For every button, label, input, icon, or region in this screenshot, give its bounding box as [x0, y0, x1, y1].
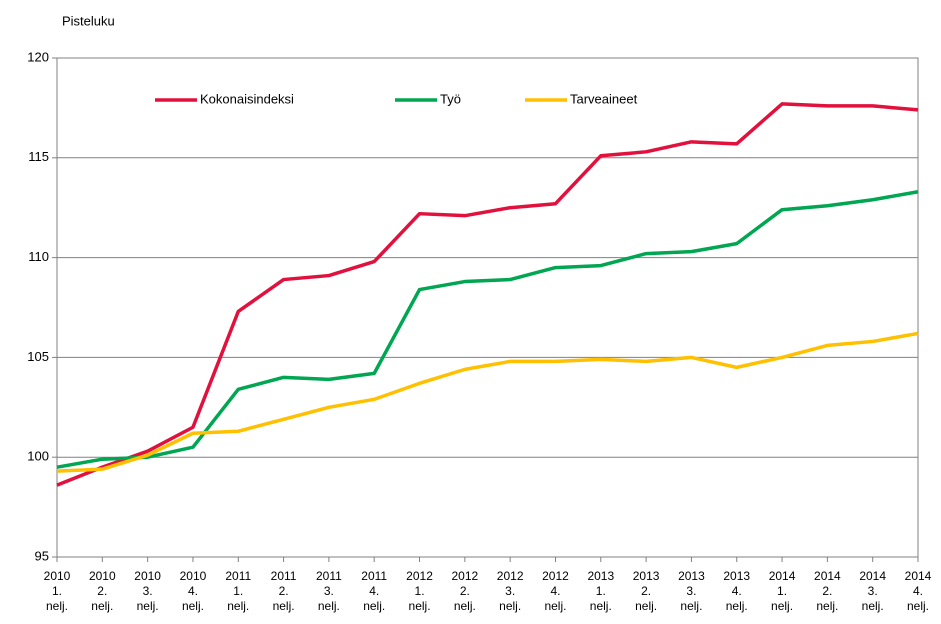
x-tick-label: nelj.	[454, 599, 476, 613]
x-tick-label: 2010	[134, 569, 161, 583]
x-tick-label: nelj.	[409, 599, 431, 613]
y-tick-label: 100	[27, 449, 49, 464]
x-tick-label: 1.	[233, 584, 243, 598]
x-tick-label: nelj.	[46, 599, 68, 613]
line-series	[56, 331, 919, 473]
x-tick-label: 1.	[52, 584, 62, 598]
x-tick-label: 2013	[678, 569, 705, 583]
x-tick-label: 4.	[913, 584, 923, 598]
x-tick-label: 2011	[225, 569, 251, 583]
y-tick-label: 95	[35, 548, 49, 563]
x-tick-label: 3.	[143, 584, 153, 598]
x-tick-label: 4.	[732, 584, 742, 598]
y-axis-label: Pisteluku	[62, 13, 115, 28]
x-tick-label: 2.	[97, 584, 107, 598]
x-tick-label: 4.	[369, 584, 379, 598]
x-tick-label: 2012	[497, 569, 524, 583]
x-tick-label: 3.	[868, 584, 878, 598]
x-tick-label: 2014	[859, 569, 886, 583]
x-tick-label: 2010	[89, 569, 116, 583]
x-tick-label: nelj.	[273, 599, 295, 613]
x-tick-label: nelj.	[227, 599, 249, 613]
legend-label: Työ	[440, 91, 461, 106]
x-tick-label: nelj.	[544, 599, 566, 613]
x-tick-label: 4.	[550, 584, 560, 598]
x-tick-label: 2011	[361, 569, 387, 583]
x-tick-label: nelj.	[635, 599, 657, 613]
x-tick-label: 2013	[587, 569, 614, 583]
x-tick-label: 2012	[451, 569, 478, 583]
x-tick-label: 2014	[905, 569, 932, 583]
y-tick-label: 110	[28, 249, 49, 264]
x-tick-label: nelj.	[680, 599, 702, 613]
x-tick-label: 2010	[180, 569, 207, 583]
y-tick-label: 105	[27, 349, 49, 364]
x-tick-label: 2010	[44, 569, 71, 583]
x-tick-label: nelj.	[137, 599, 159, 613]
x-tick-label: 2013	[633, 569, 660, 583]
x-tick-label: 2.	[279, 584, 289, 598]
x-tick-label: nelj.	[91, 599, 113, 613]
x-tick-label: 3.	[686, 584, 696, 598]
y-tick-label: 120	[27, 49, 49, 64]
x-tick-label: 3.	[324, 584, 334, 598]
x-tick-label: 1.	[777, 584, 787, 598]
x-tick-label: nelj.	[907, 599, 929, 613]
x-tick-label: 2.	[641, 584, 651, 598]
x-tick-label: nelj.	[318, 599, 340, 613]
line-series	[56, 190, 919, 469]
x-tick-label: nelj.	[726, 599, 748, 613]
x-tick-label: 1.	[415, 584, 425, 598]
x-tick-label: nelj.	[862, 599, 884, 613]
x-tick-label: nelj.	[182, 599, 204, 613]
x-tick-label: nelj.	[771, 599, 793, 613]
x-tick-label: 2011	[271, 569, 297, 583]
y-tick-label: 115	[28, 149, 49, 164]
x-tick-label: 2014	[814, 569, 841, 583]
x-tick-label: 4.	[188, 584, 198, 598]
x-tick-label: 2012	[406, 569, 433, 583]
legend-label: Kokonaisindeksi	[200, 91, 294, 106]
x-tick-label: nelj.	[590, 599, 612, 613]
x-tick-label: 2014	[769, 569, 796, 583]
x-tick-label: nelj.	[499, 599, 521, 613]
x-tick-label: nelj.	[363, 599, 385, 613]
x-tick-label: 2012	[542, 569, 569, 583]
line-series	[56, 102, 919, 487]
x-tick-label: 1.	[596, 584, 606, 598]
x-tick-label: 3.	[505, 584, 515, 598]
legend-label: Tarveaineet	[570, 91, 638, 106]
plot-frame	[56, 57, 919, 558]
x-tick-label: 2.	[460, 584, 470, 598]
x-tick-label: 2013	[723, 569, 750, 583]
x-tick-label: nelj.	[816, 599, 838, 613]
x-tick-label: 2.	[822, 584, 832, 598]
x-tick-label: 2011	[316, 569, 342, 583]
